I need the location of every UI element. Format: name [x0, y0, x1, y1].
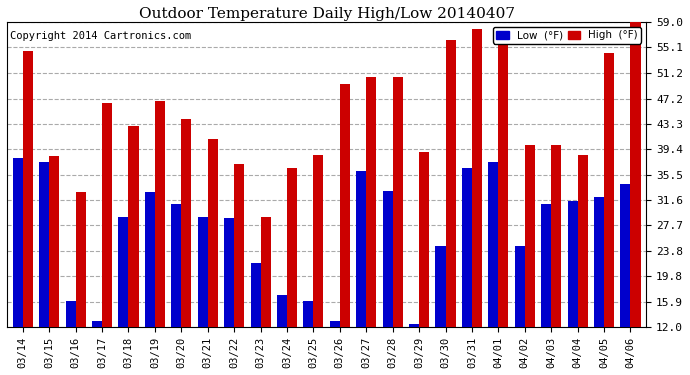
Bar	[356, 171, 366, 327]
Bar	[23, 51, 33, 327]
Bar	[366, 77, 376, 327]
Bar	[119, 217, 128, 327]
Bar	[620, 184, 631, 327]
Bar	[66, 301, 76, 327]
Bar	[76, 192, 86, 327]
Bar	[435, 246, 446, 327]
Bar	[383, 191, 393, 327]
Bar	[489, 162, 498, 327]
Bar	[287, 168, 297, 327]
Bar	[446, 40, 455, 327]
Bar	[578, 155, 588, 327]
Text: Copyright 2014 Cartronics.com: Copyright 2014 Cartronics.com	[10, 31, 191, 41]
Legend: Low  (°F), High  (°F): Low (°F), High (°F)	[493, 27, 641, 44]
Bar	[277, 295, 287, 327]
Bar	[39, 162, 49, 327]
Bar	[128, 126, 139, 327]
Bar	[102, 103, 112, 327]
Bar	[498, 40, 509, 327]
Bar	[393, 77, 403, 327]
Bar	[541, 204, 551, 327]
Bar	[419, 152, 429, 327]
Title: Outdoor Temperature Daily High/Low 20140407: Outdoor Temperature Daily High/Low 20140…	[139, 7, 515, 21]
Bar	[208, 139, 218, 327]
Bar	[198, 217, 208, 327]
Bar	[313, 155, 324, 327]
Bar	[515, 246, 525, 327]
Bar	[472, 28, 482, 327]
Bar	[171, 204, 181, 327]
Bar	[12, 158, 23, 327]
Bar	[92, 321, 102, 327]
Bar	[234, 164, 244, 327]
Bar	[409, 324, 419, 327]
Bar	[525, 146, 535, 327]
Bar	[568, 201, 578, 327]
Bar	[181, 120, 191, 327]
Bar	[551, 146, 561, 327]
Bar	[340, 84, 350, 327]
Bar	[304, 301, 313, 327]
Bar	[462, 168, 472, 327]
Bar	[604, 53, 614, 327]
Bar	[594, 197, 604, 327]
Bar	[145, 192, 155, 327]
Bar	[224, 218, 234, 327]
Bar	[155, 100, 165, 327]
Bar	[261, 217, 270, 327]
Bar	[330, 321, 340, 327]
Bar	[631, 22, 640, 327]
Bar	[49, 156, 59, 327]
Bar	[250, 263, 261, 327]
